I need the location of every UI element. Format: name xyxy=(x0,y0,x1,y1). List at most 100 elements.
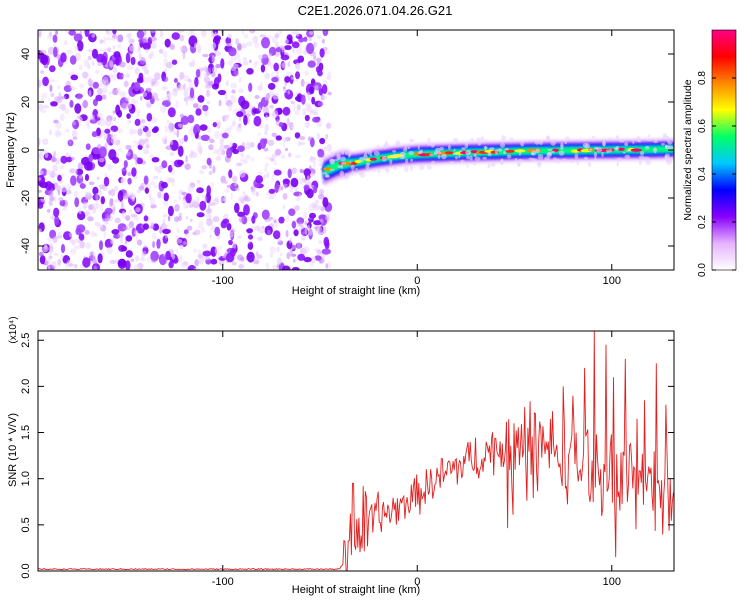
ridge-speck xyxy=(624,154,631,159)
noise-speck xyxy=(57,174,62,182)
ridge-speck xyxy=(452,152,458,155)
noise-speck xyxy=(38,189,42,193)
noise-speck xyxy=(235,52,241,59)
noise-speck xyxy=(188,30,193,36)
ridge-speck xyxy=(487,152,492,156)
noise-speck xyxy=(284,76,291,83)
ridge-speck xyxy=(483,139,488,143)
noise-speck xyxy=(271,110,279,119)
ridge-speck xyxy=(518,150,522,156)
noise-speck xyxy=(217,89,227,96)
noise-speck xyxy=(219,144,225,150)
noise-speck xyxy=(157,191,162,199)
noise-speck xyxy=(103,36,106,45)
noise-speck xyxy=(285,229,289,238)
noise-speck xyxy=(316,35,323,39)
noise-speck xyxy=(304,114,310,122)
noise-speck xyxy=(231,175,238,182)
noise-speck xyxy=(147,75,152,83)
noise-speck xyxy=(85,143,91,150)
noise-speck xyxy=(237,235,242,239)
bottom-x-tick-label: -100 xyxy=(212,576,234,588)
ridge-speck xyxy=(517,162,521,167)
noise-speck xyxy=(309,109,316,115)
noise-speck xyxy=(291,41,300,49)
noise-speck xyxy=(227,59,234,66)
noise-speck xyxy=(109,259,117,264)
noise-speck xyxy=(312,203,320,211)
noise-speck xyxy=(221,149,226,156)
noise-speck xyxy=(136,49,142,54)
noise-speck xyxy=(228,169,233,179)
noise-speck xyxy=(127,120,132,124)
ridge-speck xyxy=(591,135,595,139)
noise-speck xyxy=(323,146,327,152)
noise-speck xyxy=(158,48,164,54)
noise-speck xyxy=(229,141,234,148)
noise-speck xyxy=(129,45,136,52)
top-x-axis-label: Height of straight line (km) xyxy=(292,285,420,297)
colorbar-tick-label: 0.2 xyxy=(697,215,708,229)
ridge-speck xyxy=(606,149,610,153)
noise-speck xyxy=(220,30,224,35)
noise-speck xyxy=(214,131,221,139)
noise-speck xyxy=(282,178,290,185)
noise-speck xyxy=(134,230,139,235)
noise-speck xyxy=(38,138,41,146)
noise-speck xyxy=(243,115,248,126)
noise-speck xyxy=(150,250,159,262)
ridge-speck xyxy=(596,147,603,153)
noise-speck xyxy=(212,66,218,74)
noise-speck xyxy=(124,80,129,88)
noise-speck xyxy=(202,104,209,112)
noise-speck xyxy=(73,33,83,42)
noise-speck xyxy=(281,265,291,270)
noise-speck xyxy=(156,238,161,249)
noise-speck xyxy=(174,204,180,212)
noise-speck xyxy=(183,75,190,82)
bottom-x-axis-label: Height of straight line (km) xyxy=(292,584,420,596)
ridge-speck xyxy=(520,140,525,147)
noise-speck xyxy=(306,188,314,199)
noise-speck xyxy=(310,256,317,264)
noise-speck xyxy=(153,126,159,133)
noise-speck xyxy=(79,240,85,249)
noise-speck xyxy=(242,57,247,61)
noise-speck xyxy=(99,146,107,158)
noise-speck xyxy=(264,130,268,136)
ridge-speck xyxy=(458,154,461,159)
noise-speck xyxy=(159,226,162,235)
noise-speck xyxy=(259,225,266,234)
noise-speck xyxy=(162,218,166,226)
noise-speck xyxy=(143,137,150,145)
noise-speck xyxy=(112,156,120,164)
noise-speck xyxy=(308,31,314,35)
ridge-speck xyxy=(594,156,597,162)
noise-speck xyxy=(234,187,241,192)
noise-speck xyxy=(216,147,223,156)
noise-speck xyxy=(290,101,296,104)
noise-speck xyxy=(78,64,83,71)
noise-speck xyxy=(54,129,62,138)
bottom-y-tick-label: 2.0 xyxy=(20,379,32,394)
bottom-x-axis: -100 0 100 xyxy=(212,331,621,588)
ridge-speck xyxy=(503,150,507,155)
noise-speck xyxy=(322,197,329,208)
noise-speck xyxy=(110,237,115,245)
noise-speck xyxy=(306,225,310,231)
ridge-speck xyxy=(392,150,397,153)
noise-speck xyxy=(179,46,183,51)
noise-speck xyxy=(82,100,88,109)
noise-speck xyxy=(227,33,233,39)
noise-speck xyxy=(60,243,66,254)
noise-speck xyxy=(47,237,52,243)
noise-speck xyxy=(99,39,104,44)
noise-speck xyxy=(64,40,68,45)
noise-speck xyxy=(265,114,269,121)
noise-speck xyxy=(249,59,252,64)
bottom-y-axis: 0.0 0.5 1.0 1.5 2.0 2.5 xyxy=(20,333,674,579)
noise-speck xyxy=(41,97,44,103)
noise-speck xyxy=(130,258,135,262)
noise-speck xyxy=(236,111,244,118)
noise-speck xyxy=(281,186,284,191)
